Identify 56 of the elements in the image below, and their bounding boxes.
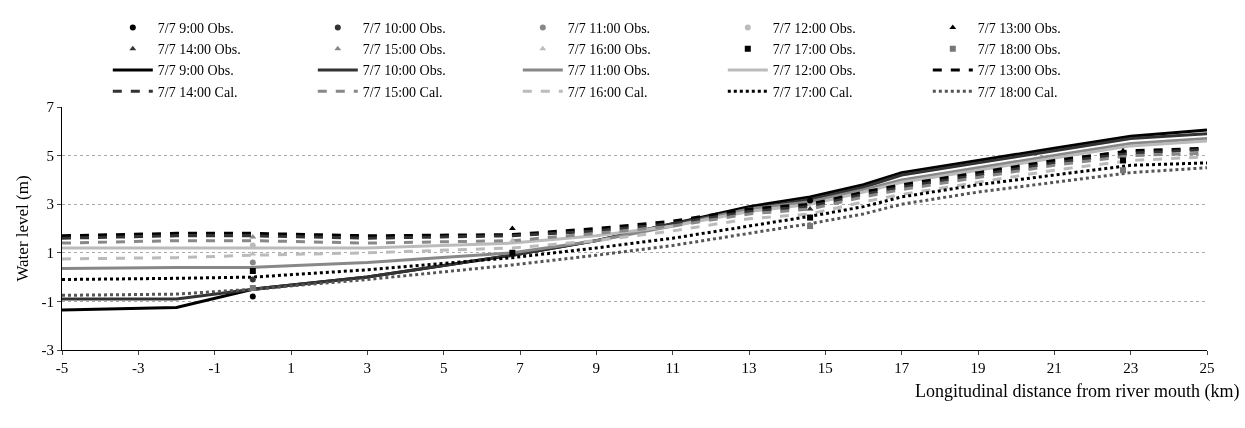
x-tick-label: -1: [208, 360, 221, 376]
x-tick-label: 21: [1046, 360, 1062, 376]
x-tick-label: 23: [1123, 360, 1139, 376]
legend-label: 7/7 14:00 Obs.: [157, 42, 241, 58]
legend-label: 7/7 10:00 Obs.: [362, 63, 446, 79]
point: [249, 285, 256, 292]
legend-label: 7/7 15:00 Obs.: [362, 42, 446, 58]
point: [249, 276, 256, 283]
y-tick-label: 3: [46, 196, 54, 213]
point: [807, 223, 814, 230]
legend-label: 7/7 17:00 Cal.: [772, 84, 853, 100]
legend-label: 7/7 14:00 Cal.: [157, 84, 238, 100]
point: [807, 214, 814, 221]
legend-label: 7/7 9:00 Obs.: [157, 63, 234, 79]
y-tick-label: 5: [46, 147, 54, 164]
point: [1120, 157, 1127, 164]
x-tick-label: 11: [665, 360, 680, 376]
x-axis-title: Longitudinal distance from river mouth (km): [915, 381, 1240, 402]
legend-label: 7/7 11:00 Obs.: [567, 63, 651, 79]
x-tick-label: 5: [439, 360, 448, 376]
legend-label: 7/7 16:00 Obs.: [567, 42, 651, 58]
x-tick-label: 17: [894, 360, 910, 376]
y-tick-label: 1: [46, 245, 54, 262]
y-tick-label: 7: [46, 99, 55, 116]
legend-label: 7/7 17:00 Obs.: [772, 42, 856, 58]
legend-label: 7/7 15:00 Cal.: [362, 84, 443, 100]
x-tick-label: 1: [287, 360, 295, 376]
x-tick-label: 9: [592, 360, 601, 376]
x-tick-label: 3: [363, 360, 372, 376]
x-tick-label: 13: [741, 360, 757, 376]
point: [508, 237, 516, 243]
legend-label: 7/7 12:00 Obs.: [772, 21, 856, 37]
y-tick-label: -1: [41, 293, 54, 310]
legend-label: 7/7 18:00 Obs.: [977, 42, 1061, 58]
x-tick-label: -5: [55, 360, 69, 376]
x-tick-label: 7: [516, 360, 525, 376]
legend-label: 7/7 11:00 Obs.: [567, 21, 651, 37]
x-tick-label: 25: [1199, 360, 1215, 376]
point: [249, 293, 256, 300]
x-tick-label: 19: [970, 360, 986, 376]
x-tick-label: 15: [817, 360, 833, 376]
point: [249, 259, 256, 266]
point: [249, 268, 256, 275]
legend-label: 7/7 9:00 Obs.: [157, 21, 234, 37]
legend-label: 7/7 12:00 Obs.: [772, 63, 856, 79]
legend-label: 7/7 13:00 Obs.: [977, 21, 1061, 37]
point: [807, 197, 814, 204]
x-tick-label: -3: [132, 360, 145, 376]
y-axis-title: Water level (m): [13, 175, 33, 282]
y-tick-label: -3: [41, 342, 54, 359]
legend-label: 7/7 13:00 Obs.: [977, 63, 1061, 79]
legend-label: 7/7 16:00 Cal.: [567, 84, 648, 100]
legend-label: 7/7 18:00 Cal.: [977, 84, 1058, 100]
point: [1120, 167, 1127, 174]
point: [509, 249, 516, 256]
legend-label: 7/7 10:00 Obs.: [362, 21, 446, 37]
